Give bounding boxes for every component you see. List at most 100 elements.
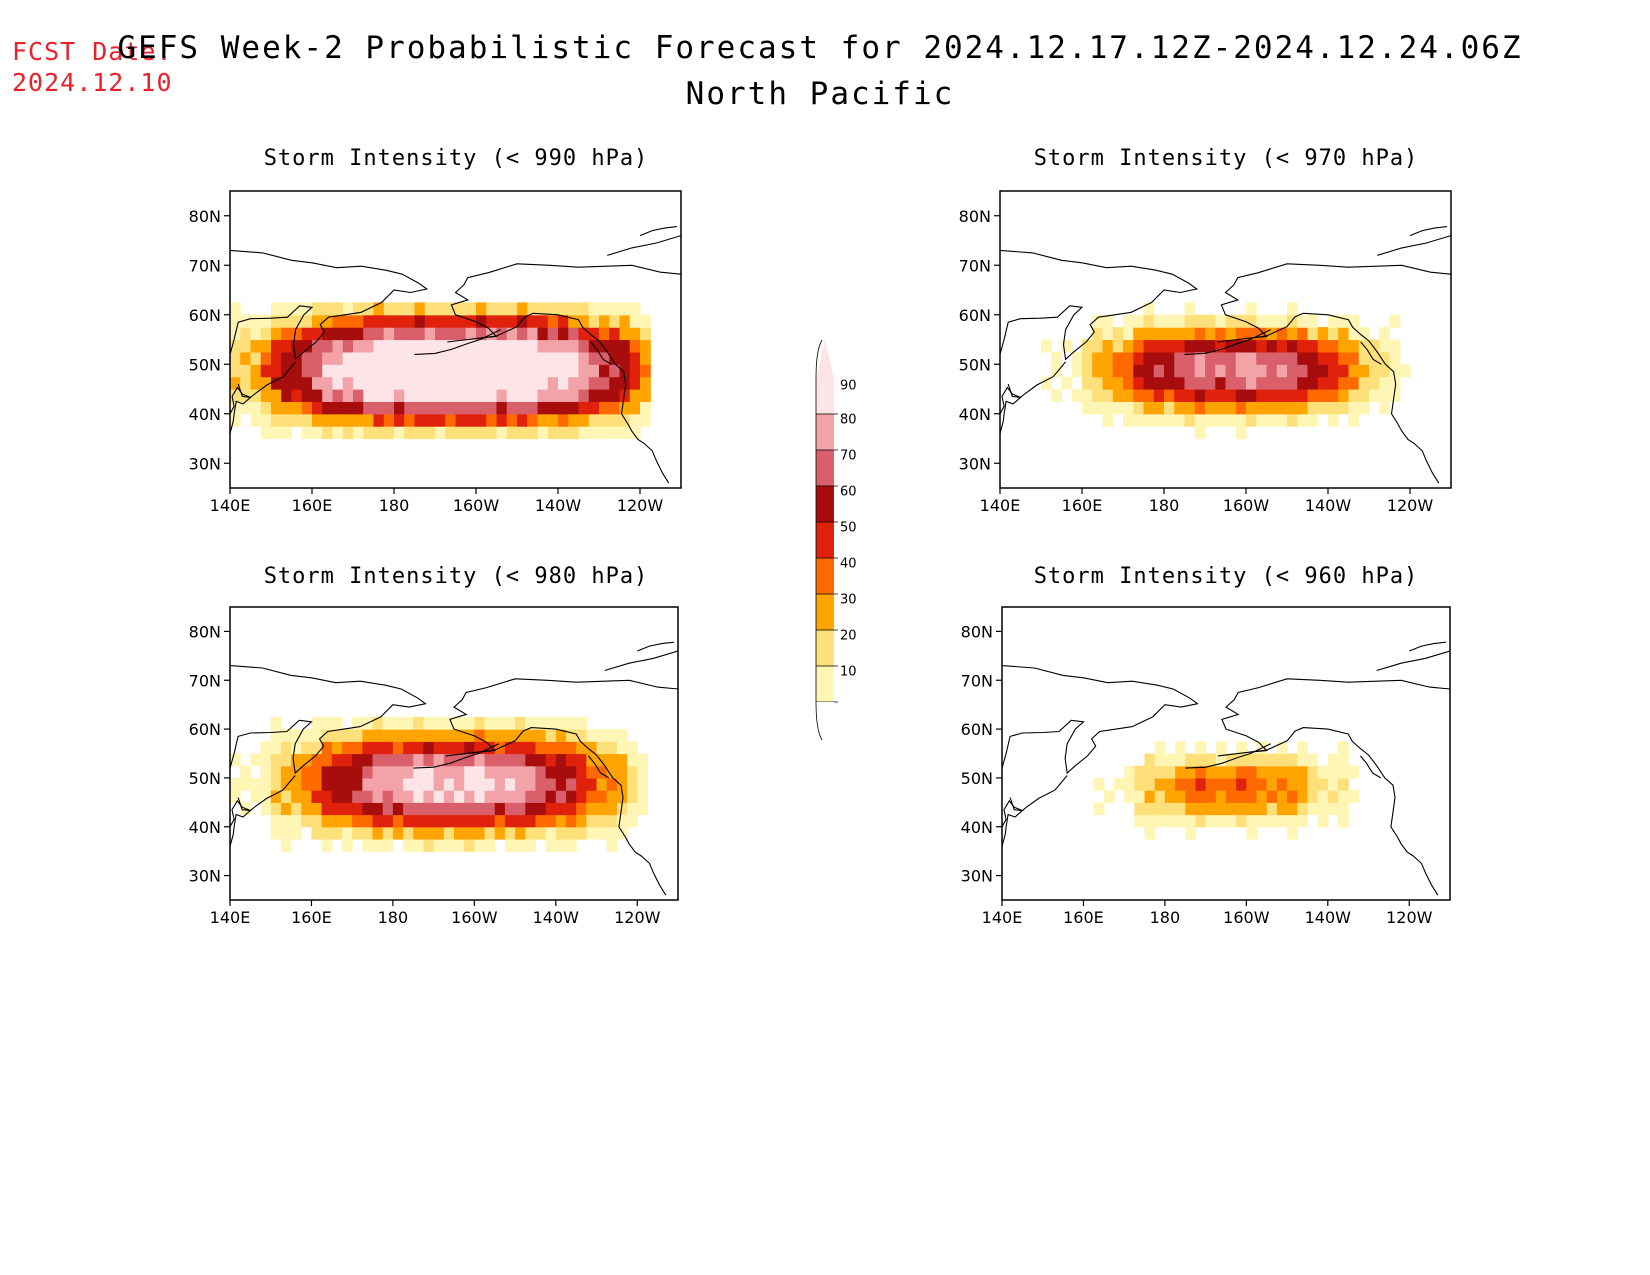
- lat-tick-label: 70N: [189, 256, 221, 275]
- lon-tick-label: 180: [1150, 908, 1181, 927]
- prob-cell: [271, 339, 282, 353]
- prob-cell: [476, 314, 487, 328]
- prob-cell: [1092, 389, 1104, 402]
- prob-cell: [619, 389, 631, 402]
- prob-cell: [1153, 364, 1165, 378]
- prob-cell: [1205, 327, 1216, 341]
- prob-cell: [271, 401, 282, 415]
- prob-cell: [1133, 389, 1145, 402]
- prob-cell: [454, 716, 465, 730]
- map-panel-960: Storm Intensity (< 960 hPa) 80N 70N 60N 50N 4…: [961, 564, 1451, 927]
- prob-cell: [1328, 351, 1339, 365]
- prob-cell: [547, 314, 559, 328]
- prob-cell: [1205, 753, 1217, 767]
- prob-cell: [1215, 314, 1227, 328]
- prob-cell: [1256, 339, 1268, 353]
- prob-cell: [240, 376, 252, 390]
- prob-cell: [535, 741, 547, 755]
- prob-cell: [342, 753, 353, 767]
- prob-cell: [372, 826, 384, 840]
- prob-cell: [486, 364, 498, 378]
- prob-cell: [1236, 777, 1247, 791]
- prob-cell: [270, 802, 282, 816]
- prob-cell: [588, 364, 600, 378]
- prob-cell: [230, 351, 241, 365]
- prob-cell: [424, 339, 436, 353]
- prob-cell: [464, 729, 475, 742]
- prob-cell: [1123, 376, 1134, 390]
- prob-cell: [352, 729, 363, 742]
- prob-cell: [394, 413, 405, 427]
- prob-cell: [578, 327, 590, 341]
- prob-cell: [372, 716, 384, 730]
- prob-cell: [392, 777, 404, 791]
- prob-cell: [1276, 401, 1288, 415]
- prob-cell: [1276, 741, 1288, 755]
- prob-cell: [454, 790, 465, 803]
- prob-cell: [353, 389, 364, 402]
- prob-cell: [599, 389, 610, 402]
- prob-cell: [1194, 314, 1206, 328]
- prob-cell: [1369, 351, 1380, 365]
- prob-cell: [1266, 376, 1278, 390]
- prob-cell: [1287, 413, 1298, 427]
- prob-cell: [1317, 802, 1329, 816]
- prob-cell: [547, 339, 559, 353]
- prob-cell: [280, 729, 292, 742]
- prob-cell: [363, 426, 375, 440]
- prob-cell: [496, 413, 508, 427]
- prob-cell: [322, 401, 334, 415]
- prob-cell: [362, 826, 374, 840]
- lon-tick-label: 180: [378, 908, 409, 927]
- coast-segment: [1217, 699, 1439, 896]
- prob-cell: [599, 314, 610, 328]
- prob-cell: [435, 413, 446, 427]
- prob-cell: [260, 765, 272, 779]
- prob-cell: [568, 364, 580, 378]
- prob-cell: [547, 351, 559, 365]
- lat-tick-label: 40N: [959, 405, 991, 424]
- prob-cell: [1102, 376, 1114, 390]
- prob-cell: [301, 802, 313, 816]
- prob-cell: [484, 729, 496, 742]
- colorbar-swatch: [816, 630, 834, 666]
- prob-cell: [1297, 389, 1309, 402]
- prob-cell: [443, 826, 455, 840]
- prob-cell: [609, 413, 621, 427]
- prob-cell: [413, 777, 425, 791]
- prob-cell: [331, 802, 343, 816]
- prob-cell: [464, 838, 475, 852]
- prob-cell: [301, 351, 313, 365]
- prob-cell: [537, 302, 549, 316]
- coast-segment: [1377, 235, 1451, 256]
- panel-title: Storm Intensity (< 990 hPa): [264, 146, 649, 171]
- prob-cell: [1358, 401, 1370, 415]
- prob-cell: [515, 729, 526, 742]
- prob-cell: [1276, 413, 1288, 427]
- prob-cell: [281, 389, 293, 402]
- prob-cell: [1051, 364, 1063, 378]
- prob-cell: [627, 777, 638, 791]
- prob-cell: [547, 364, 559, 378]
- prob-cell: [423, 826, 435, 840]
- prob-cell: [566, 790, 577, 803]
- prob-cell: [1194, 413, 1206, 427]
- prob-cell: [373, 413, 385, 427]
- prob-cell: [312, 302, 323, 316]
- coast-segment: [637, 641, 674, 652]
- prob-cell: [606, 802, 618, 816]
- prob-cell: [414, 426, 426, 440]
- coast-segment: [461, 678, 678, 701]
- prob-cell: [383, 401, 395, 415]
- prob-cell: [240, 351, 252, 365]
- prob-cell: [619, 401, 631, 415]
- prob-cell: [424, 426, 436, 440]
- prob-cell: [476, 389, 487, 402]
- prob-cell: [291, 389, 303, 402]
- prob-cell: [455, 327, 467, 341]
- prob-cell: [1348, 364, 1360, 378]
- prob-cell: [373, 339, 385, 353]
- prob-cell: [609, 327, 621, 341]
- prob-cell: [506, 314, 518, 328]
- prob-cell: [1082, 401, 1093, 415]
